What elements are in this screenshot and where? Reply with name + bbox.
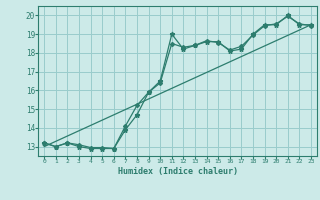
X-axis label: Humidex (Indice chaleur): Humidex (Indice chaleur) (118, 167, 238, 176)
